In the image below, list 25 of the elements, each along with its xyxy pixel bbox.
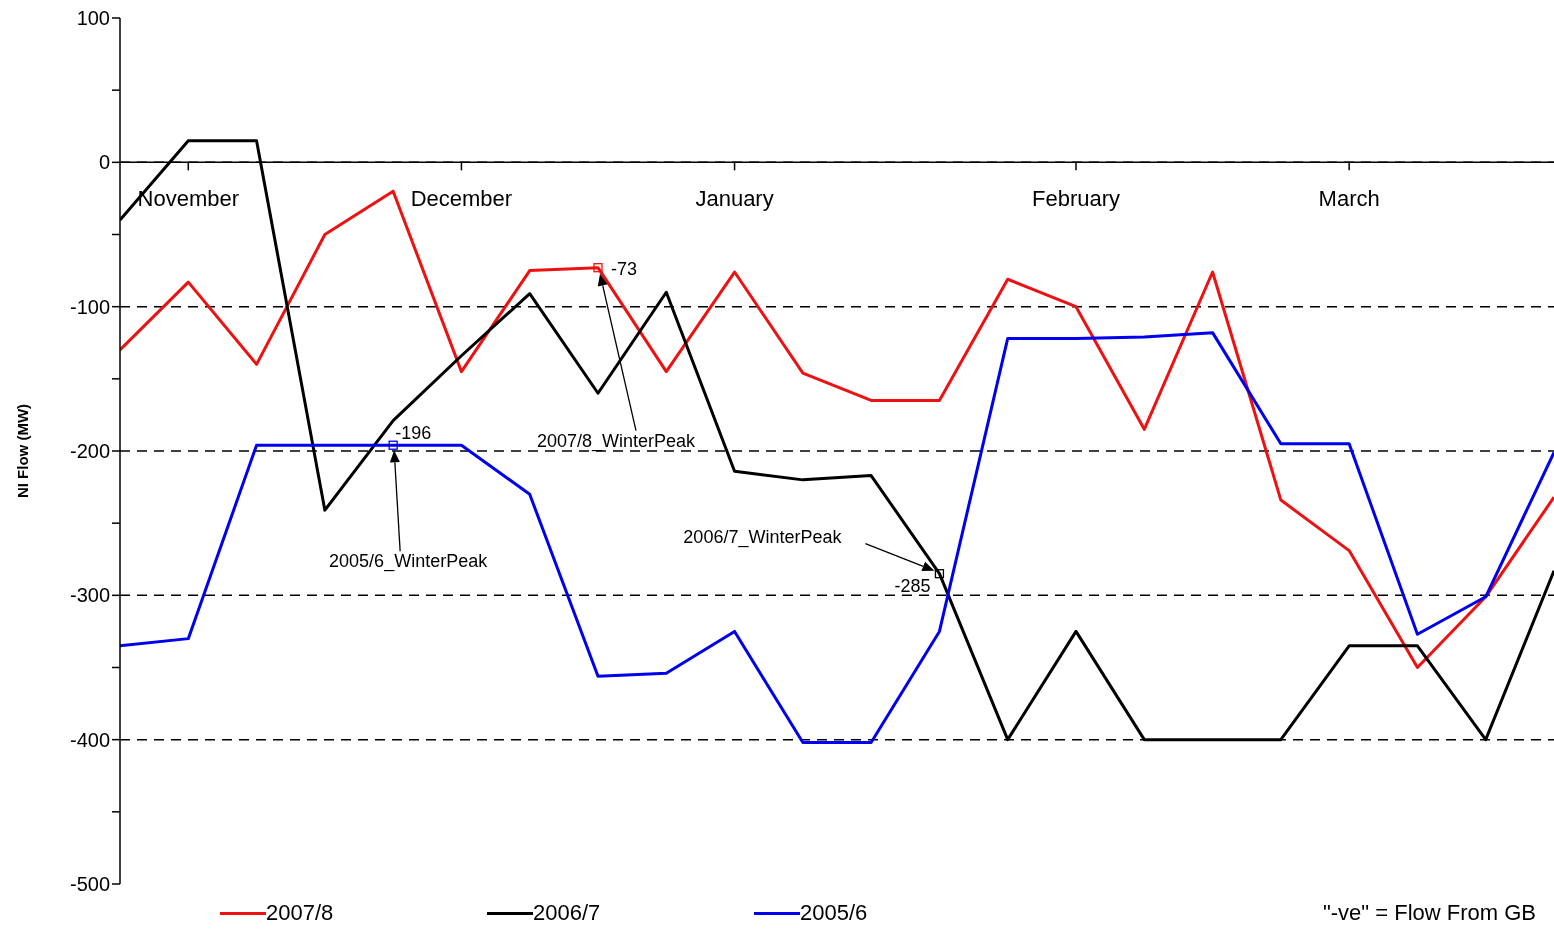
y-tick-label: -300: [69, 584, 110, 607]
annotation: 2007/8_WinterPeak: [536, 430, 697, 452]
x-tick-label: December: [410, 186, 513, 212]
y-tick-label: -200: [69, 440, 110, 463]
y-tick-label: -100: [69, 295, 110, 318]
y-axis-title: NI Flow (MW): [13, 403, 31, 499]
x-tick-label: January: [695, 186, 774, 212]
legend-label: 2007/8: [266, 900, 334, 926]
line-series: [120, 331, 1554, 745]
line-series: [120, 189, 1554, 669]
legend-label: 2005/6: [800, 900, 868, 926]
x-tick-label: March: [1318, 186, 1380, 212]
y-tick-label: 0: [98, 151, 110, 174]
annotation: -196: [395, 423, 432, 444]
legend-label: 2006/7: [533, 900, 601, 926]
y-tick-label: 100: [76, 7, 110, 30]
annotation: 2006/7_WinterPeak: [683, 526, 843, 548]
x-tick-label: February: [1031, 186, 1121, 212]
y-tick-label: -400: [69, 728, 110, 751]
annotation: -285: [894, 575, 931, 596]
x-tick-label: November: [137, 186, 240, 212]
y-tick-label: -500: [69, 873, 110, 896]
annotation: -73: [611, 258, 638, 279]
annotation: 2005/6_WinterPeak: [329, 551, 489, 573]
text: "-ve" = Flow From GB: [1322, 900, 1536, 926]
